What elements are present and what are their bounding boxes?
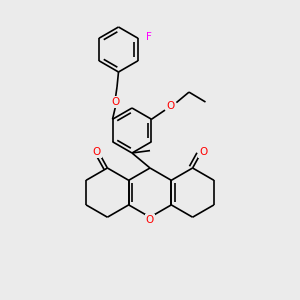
Text: F: F [146,32,152,42]
Text: O: O [93,147,101,157]
Text: O: O [111,97,120,107]
Text: O: O [146,214,154,225]
Text: O: O [199,147,207,157]
Text: O: O [167,100,175,111]
